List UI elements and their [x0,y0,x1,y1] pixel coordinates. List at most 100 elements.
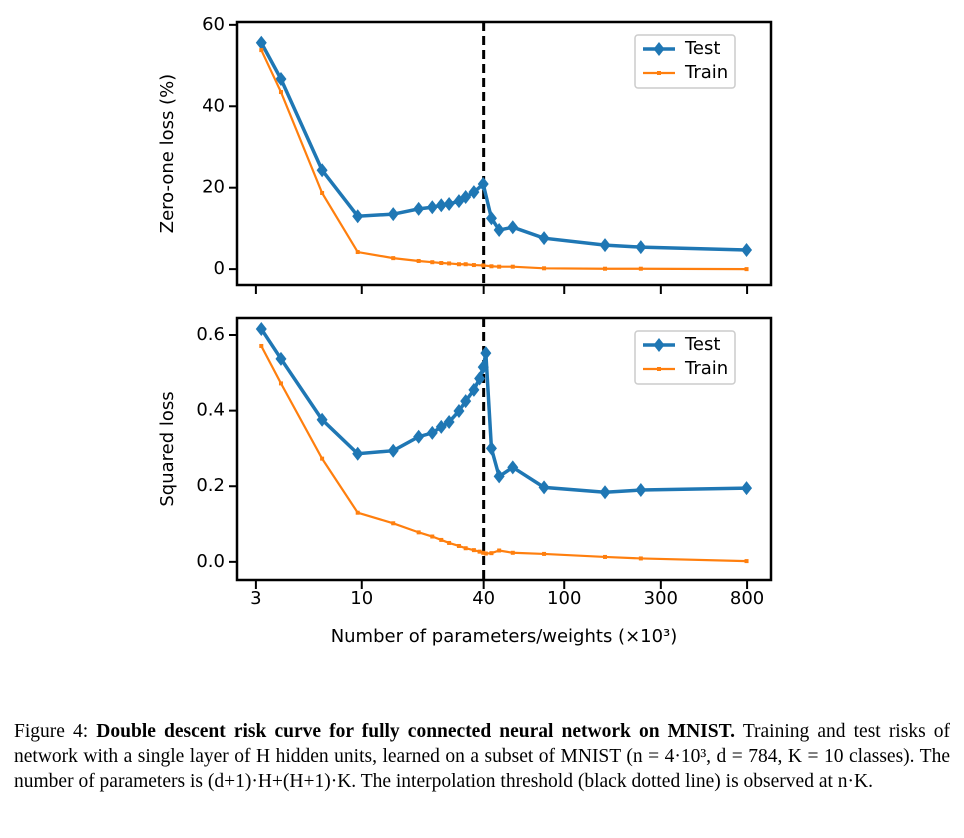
point [413,201,425,216]
point [355,510,360,515]
x-tick-label: 40 [472,588,495,609]
y-tick-label: 0 [214,258,225,279]
point [387,207,399,222]
point [741,242,753,257]
point [635,483,647,498]
point [275,351,287,366]
point [497,264,502,269]
y-tick-label: 20 [202,177,225,198]
point [485,441,497,456]
point [447,540,452,545]
point [320,456,325,461]
point [741,481,753,496]
chart: 0 20 40 60 Zero-one loss (%) Test Train 0.0 0.2 0… [157,14,773,647]
legend-marker [657,367,661,371]
series-line [260,49,747,271]
point [430,260,435,265]
y-axis-label: Zero-one loss (%) [157,74,178,233]
point [430,534,435,539]
point [510,550,515,555]
y-tick-label: 0.6 [196,324,225,345]
point [255,321,267,336]
point [481,550,486,555]
point [489,551,494,556]
point [460,190,472,205]
point [426,425,438,440]
point [489,264,494,269]
point [507,220,519,235]
x-axis-label: Number of parameters/weights (×10³) [331,626,678,647]
point [507,460,519,475]
y-tick-label: 0.2 [196,475,225,496]
point [471,263,476,268]
point [481,263,486,268]
point [439,261,444,266]
point [635,240,647,255]
point [468,185,480,200]
y-tick-label: 0.0 [196,551,225,572]
series-line [259,328,747,495]
point [497,548,502,553]
y-tick-label: 60 [202,14,225,35]
point [439,537,444,542]
x-tick-label: 800 [730,588,764,609]
point [599,238,611,253]
point [542,551,547,556]
point [352,209,364,224]
x-tick-label: 10 [350,588,373,609]
caption-label: Figure 4: [14,721,89,742]
point [485,211,497,226]
point [426,200,438,215]
point [477,360,489,375]
legend-label: Train [684,62,728,83]
legend-label: Train [684,358,728,379]
point [443,414,455,429]
x-tick-label: 100 [547,588,581,609]
point [435,419,447,434]
point [493,223,505,238]
point [413,429,425,444]
point [275,71,287,86]
point [278,90,283,95]
point [603,554,608,559]
point [435,198,447,213]
point [316,163,328,178]
legend-marker [653,338,665,352]
point [391,256,396,261]
point [316,412,328,427]
point [493,469,505,484]
point [744,559,749,564]
point [538,480,550,495]
point [259,343,264,348]
point [443,196,455,211]
point [538,231,550,246]
point [468,382,480,397]
point [477,177,489,192]
point [355,250,360,255]
point [471,548,476,553]
caption: Figure 4: Double descent risk curve for … [14,719,950,794]
point [456,262,461,267]
series-line [260,345,747,563]
point [447,261,452,266]
axes-frame [235,20,773,287]
caption-title: Double descent risk curve for fully conn… [96,721,736,742]
point [480,346,492,361]
point [483,551,488,556]
point [477,549,482,554]
point [453,404,465,419]
point [638,266,643,271]
point [510,264,515,269]
point [320,190,325,195]
caption-text: Training and test risks of network with … [14,721,951,792]
point [416,258,421,263]
point [352,446,364,461]
point [278,381,283,386]
point [460,394,472,409]
point [456,543,461,548]
point [638,556,643,561]
x-tick-label: 3 [250,588,261,609]
axes-frame [235,316,773,582]
point [387,443,399,458]
